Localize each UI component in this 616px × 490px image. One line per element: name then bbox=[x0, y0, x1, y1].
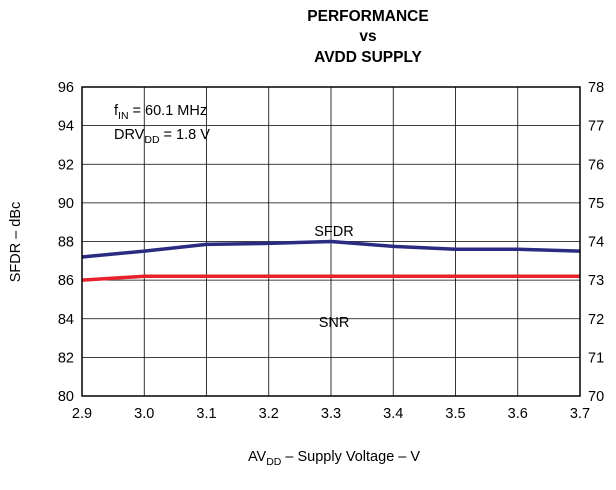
series-line-snr bbox=[81, 274, 580, 282]
x-tick-label: 3.7 bbox=[570, 406, 590, 422]
x-tick-label: 3.0 bbox=[134, 406, 154, 422]
x-tick-label: 3.3 bbox=[321, 406, 341, 422]
y-right-tick-label: 73 bbox=[588, 273, 604, 289]
y-left-tick-label: 92 bbox=[58, 157, 74, 173]
chart-title-line-2: vs bbox=[359, 28, 376, 45]
y-left-tick-label: 84 bbox=[58, 312, 74, 328]
y-left-tick-label: 88 bbox=[58, 235, 74, 251]
y-right-tick-label: 70 bbox=[588, 389, 604, 405]
y-left-tick-label: 80 bbox=[58, 389, 74, 405]
y-right-tick-label: 78 bbox=[588, 80, 604, 96]
chart-title-line-1: PERFORMANCE bbox=[307, 8, 428, 25]
series-line-sfdr bbox=[81, 239, 581, 259]
y-right-tick-label: 72 bbox=[588, 312, 604, 328]
y-left-tick-label: 96 bbox=[58, 80, 74, 96]
y-left-tick-label: 90 bbox=[58, 196, 74, 212]
y-right-tick-label: 75 bbox=[588, 196, 604, 212]
x-tick-label: 3.6 bbox=[508, 406, 528, 422]
annotation-fin: fIN = 60.1 MHz bbox=[114, 103, 207, 122]
y-right-tick-label: 74 bbox=[588, 235, 604, 251]
chart-title-line-3: AVDD SUPPLY bbox=[314, 49, 422, 66]
plot-frame bbox=[81, 86, 581, 397]
annotation-drvdd: DRVDD = 1.8 V bbox=[114, 127, 210, 146]
y-right-tick-label: 76 bbox=[588, 157, 604, 173]
x-tick-label: 3.2 bbox=[259, 406, 279, 422]
grid bbox=[82, 87, 580, 396]
series-lines bbox=[81, 239, 581, 282]
y-left-tick-label: 82 bbox=[58, 350, 74, 366]
series-label-sfdr: SFDR bbox=[314, 224, 353, 240]
tick-labels: 2.9 3.0 3.1 3.2 3.3 3.4 3.5 3.6 3.7 96 94 92 90 88 86 8… bbox=[58, 80, 604, 422]
x-tick-label: 3.4 bbox=[383, 406, 403, 422]
x-axis-label: AVDD – Supply Voltage – V bbox=[248, 449, 420, 468]
y-right-tick-label: 71 bbox=[588, 350, 604, 366]
x-tick-label: 3.1 bbox=[196, 406, 216, 422]
y-right-tick-label: 77 bbox=[588, 119, 604, 135]
y-left-tick-label: 94 bbox=[58, 119, 74, 135]
x-tick-label: 3.5 bbox=[445, 406, 465, 422]
y-axis-left-label: SFDR – dBc bbox=[8, 202, 24, 283]
series-label-snr: SNR bbox=[319, 315, 350, 331]
x-tick-label: 2.9 bbox=[72, 406, 92, 422]
y-left-tick-label: 86 bbox=[58, 273, 74, 289]
